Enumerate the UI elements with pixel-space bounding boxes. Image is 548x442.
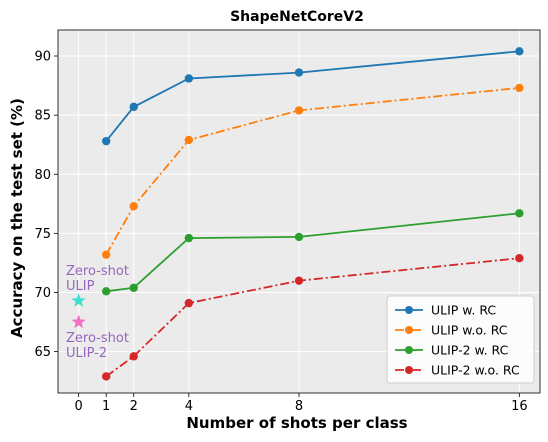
legend-marker — [405, 326, 413, 334]
y-tick-label: 85 — [34, 109, 51, 124]
data-point — [515, 47, 524, 56]
y-tick-label: 80 — [34, 168, 51, 183]
legend-marker — [405, 306, 413, 314]
data-point — [129, 352, 138, 361]
legend-marker — [405, 366, 413, 374]
data-point — [129, 102, 138, 112]
y-tick-label: 75 — [34, 227, 51, 242]
legend-item: ULIP-2 w.o. RC — [395, 363, 520, 378]
x-tick-label: 8 — [295, 399, 303, 414]
chart-title: ShapeNetCoreV2 — [230, 9, 364, 25]
data-point — [294, 68, 304, 77]
legend-label: ULIP-2 w. RC — [431, 343, 509, 358]
plot-frame — [57, 29, 541, 394]
series-ulip-w-rc — [102, 47, 524, 146]
data-point — [102, 136, 111, 146]
data-point — [102, 287, 111, 296]
series-ulip-2-w-o-rc — [102, 254, 524, 381]
data-point — [294, 232, 304, 242]
data-point — [184, 298, 194, 308]
legend-label: ULIP w. RC — [431, 303, 496, 318]
legend-item: ULIP w. RC — [395, 303, 496, 318]
legend-label: ULIP w.o. RC — [431, 323, 508, 338]
data-point — [102, 250, 111, 259]
data-point — [129, 201, 138, 211]
legend-item: ULIP-2 w. RC — [395, 343, 509, 358]
annotation-line1: Zero-shot — [66, 331, 129, 346]
data-point — [515, 83, 524, 93]
x-tick-label: 4 — [185, 399, 193, 414]
data-point — [184, 74, 194, 83]
star-marker-icon — [71, 314, 86, 329]
series-ulip-w-o-rc — [102, 83, 524, 259]
x-tick-label: 1 — [102, 399, 110, 414]
x-axis-label: Number of shots per class — [186, 414, 407, 432]
data-point — [184, 233, 194, 243]
data-point — [184, 135, 194, 145]
annotation-line2: ULIP — [66, 279, 95, 294]
star-marker-icon — [71, 293, 86, 307]
data-point — [515, 209, 524, 218]
y-tick-label: 90 — [34, 50, 51, 65]
y-tick-label: 65 — [34, 345, 51, 360]
x-tick-label: 16 — [511, 399, 528, 414]
legend-box — [386, 295, 535, 384]
y-axis-label: Accuracy on the test set (%) — [8, 98, 26, 338]
legend-label: ULIP-2 w.o. RC — [431, 363, 520, 378]
x-tick-label: 2 — [130, 399, 138, 414]
data-point — [515, 254, 524, 263]
legend-marker — [405, 346, 413, 354]
x-tick-label: 0 — [75, 399, 83, 414]
annotation-line2: ULIP-2 — [66, 346, 107, 361]
data-point — [129, 283, 138, 292]
series-layer — [102, 47, 524, 381]
y-tick-label: 70 — [34, 286, 51, 301]
grid — [58, 30, 540, 393]
data-point — [294, 276, 304, 285]
data-point — [102, 372, 111, 381]
legend-item: ULIP w.o. RC — [395, 323, 508, 338]
axes: 0 1 2 4 8 16 65 70 75 80 85 90 — [34, 29, 541, 414]
data-point — [294, 106, 304, 115]
series-ulip-2-w-rc — [102, 209, 524, 296]
legend: ULIP w. RC ULIP w.o. RC ULIP-2 w. RC ULIP-2… — [386, 295, 535, 384]
annotation-line1: Zero-shot — [66, 264, 129, 279]
